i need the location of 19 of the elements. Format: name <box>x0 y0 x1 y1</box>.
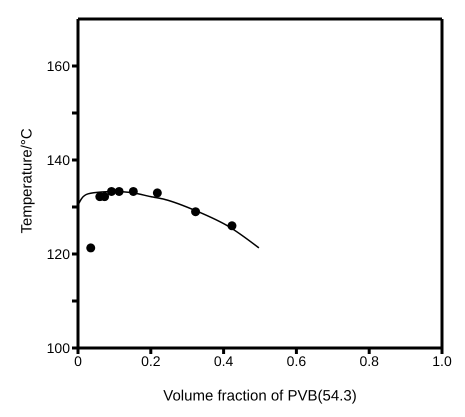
x-tick-label: 0.6 <box>286 352 306 369</box>
y-tick-label: 100 <box>46 340 70 356</box>
x-tick-label: 0.8 <box>359 352 380 369</box>
x-tick-label: 1.0 <box>432 352 452 369</box>
y-tick-label: 120 <box>46 246 70 262</box>
point <box>227 221 236 230</box>
point <box>114 186 124 196</box>
x-axis-title: Volume fraction of PVB(54.3) <box>163 388 357 405</box>
x-tick-label: 0.2 <box>141 352 161 369</box>
y-axis-title: Temperature/°C <box>18 128 36 234</box>
point <box>106 186 116 196</box>
y-tick-label: 160 <box>46 58 70 74</box>
x-tick-label: 0 <box>74 352 82 369</box>
point <box>86 243 96 252</box>
point <box>152 188 162 198</box>
point <box>128 186 138 196</box>
x-tick-label: 0.4 <box>214 352 234 369</box>
point <box>191 207 200 216</box>
y-tick-label: 140 <box>46 152 70 168</box>
